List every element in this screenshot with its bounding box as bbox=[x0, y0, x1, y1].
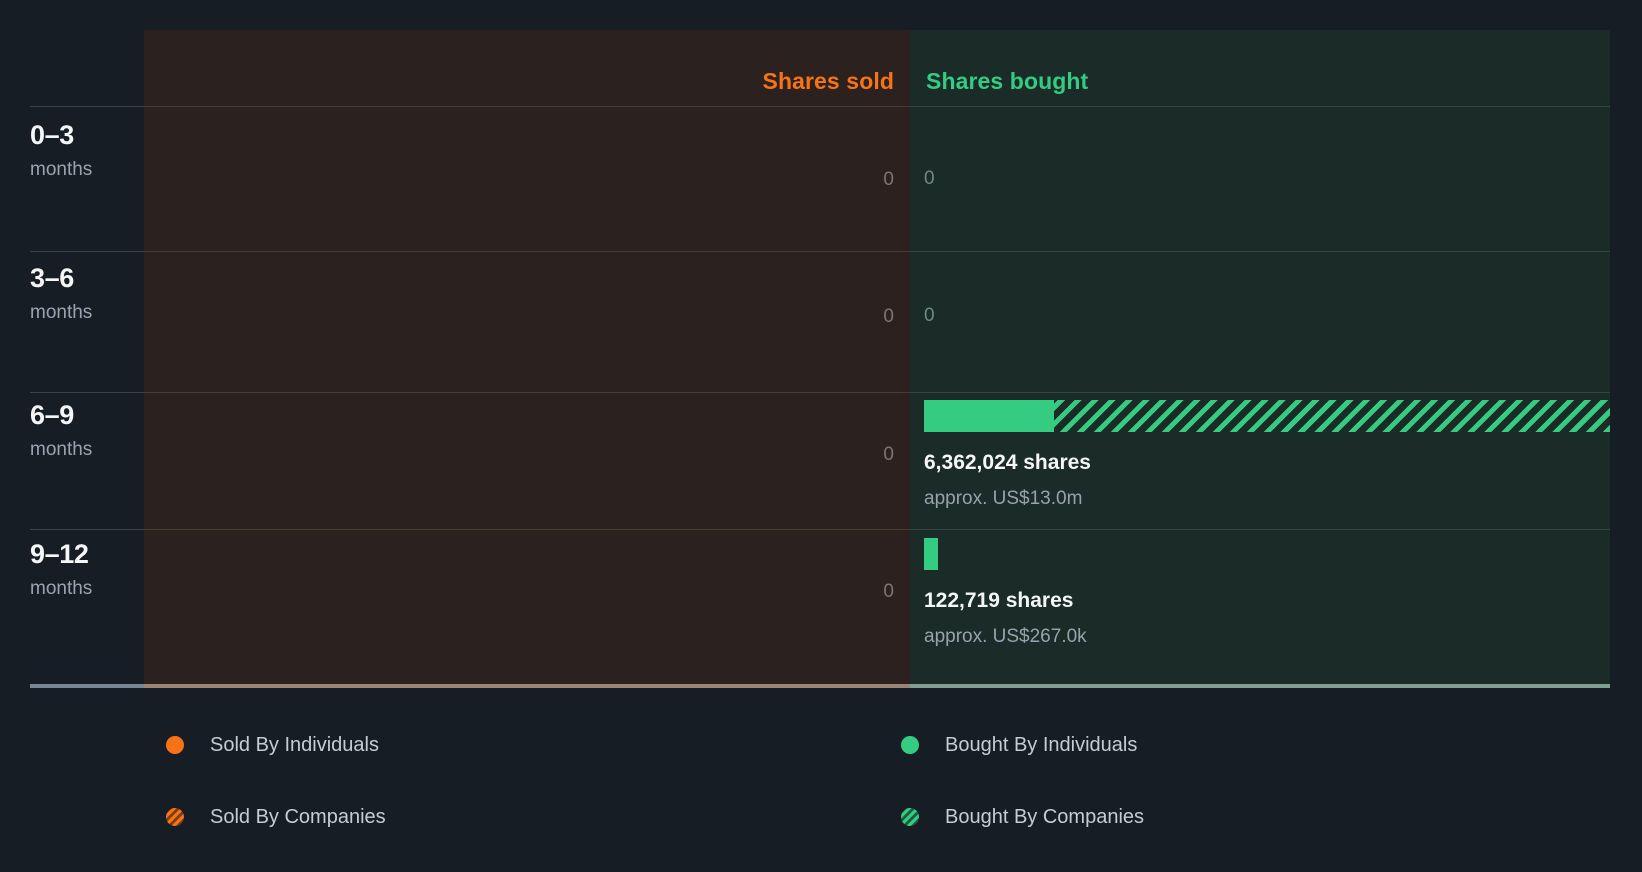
legend-swatch-solid-circle-icon bbox=[166, 736, 184, 754]
legend-swatch-hatched-circle-icon bbox=[901, 808, 919, 826]
sold-value-6-9-months: 0 bbox=[883, 444, 894, 465]
legend-swatch-solid-circle-icon bbox=[901, 736, 919, 754]
row-range-label: 6–9 bbox=[30, 400, 74, 430]
bar-segment-bought-by-companies[interactable] bbox=[1054, 400, 1610, 432]
sold-value-9-12-months: 0 bbox=[883, 581, 894, 602]
legend-item-bought-by-individuals[interactable]: Bought By Individuals bbox=[901, 735, 1137, 755]
legend-label: Bought By Companies bbox=[945, 806, 1145, 828]
row-separator bbox=[30, 106, 1610, 107]
legend-item-sold-by-companies[interactable]: Sold By Companies bbox=[166, 807, 386, 827]
row-label-6-9-months: 6–9 months bbox=[30, 400, 140, 460]
legend-swatch-hatched-circle-icon bbox=[166, 808, 184, 826]
row-unit-label: months bbox=[30, 439, 93, 460]
chart-header: Shares sold Shares bought bbox=[0, 30, 1642, 106]
shares-sold-column-title: Shares sold bbox=[762, 68, 894, 94]
legend-label: Sold By Companies bbox=[210, 806, 386, 828]
bought-bar-9-12-months[interactable] bbox=[924, 538, 1087, 570]
row-label-3-6-months: 3–6 months bbox=[30, 263, 140, 323]
legend-label: Bought By Individuals bbox=[945, 734, 1138, 756]
legend-item-sold-by-individuals[interactable]: Sold By Individuals bbox=[166, 735, 379, 755]
bar-segment-bought-by-individuals[interactable] bbox=[924, 400, 1054, 432]
legend-label: Sold By Individuals bbox=[210, 734, 379, 756]
row-unit-label: months bbox=[30, 578, 93, 599]
row-unit-label: months bbox=[30, 302, 93, 323]
row-range-label: 0–3 bbox=[30, 120, 74, 150]
row-unit-label: months bbox=[30, 159, 93, 180]
bought-approx-label-9-12-months: approx. US$267.0k bbox=[924, 626, 1087, 647]
bar-segment-bought-by-individuals[interactable] bbox=[924, 538, 938, 570]
bought-bar-6-9-months[interactable] bbox=[924, 400, 1610, 432]
bought-cell-3-6-months: 0 bbox=[924, 306, 935, 325]
shares-sold-column-panel bbox=[144, 30, 910, 686]
sold-value-3-6-months: 0 bbox=[883, 306, 894, 327]
bought-value-0-3-months: 0 bbox=[924, 168, 935, 189]
row-separator bbox=[30, 529, 1610, 530]
row-range-label: 9–12 bbox=[30, 539, 89, 569]
bought-cell-9-12-months[interactable]: 122,719 shares approx. US$267.0k bbox=[924, 538, 1087, 646]
sold-value-0-3-months: 0 bbox=[883, 169, 894, 190]
bought-cell-6-9-months[interactable]: 6,362,024 shares approx. US$13.0m bbox=[924, 400, 1610, 508]
row-range-label: 3–6 bbox=[30, 263, 74, 293]
row-label-9-12-months: 9–12 months bbox=[30, 539, 140, 599]
shares-bought-column-title: Shares bought bbox=[926, 68, 1089, 94]
bought-shares-label-9-12-months: 122,719 shares bbox=[924, 589, 1074, 612]
chart-baseline-axis bbox=[30, 684, 1610, 688]
bought-shares-label-6-9-months: 6,362,024 shares bbox=[924, 451, 1091, 474]
row-separator bbox=[30, 251, 1610, 252]
chart-legend: Sold By Individuals Sold By Companies Bo… bbox=[0, 735, 1642, 855]
legend-item-bought-by-companies[interactable]: Bought By Companies bbox=[901, 807, 1144, 827]
row-separator bbox=[30, 392, 1610, 393]
bought-value-3-6-months: 0 bbox=[924, 305, 935, 326]
row-label-0-3-months: 0–3 months bbox=[30, 120, 140, 180]
bought-cell-0-3-months: 0 bbox=[924, 169, 935, 188]
bought-approx-label-6-9-months: approx. US$13.0m bbox=[924, 488, 1083, 509]
shares-bought-column-panel bbox=[910, 30, 1610, 686]
